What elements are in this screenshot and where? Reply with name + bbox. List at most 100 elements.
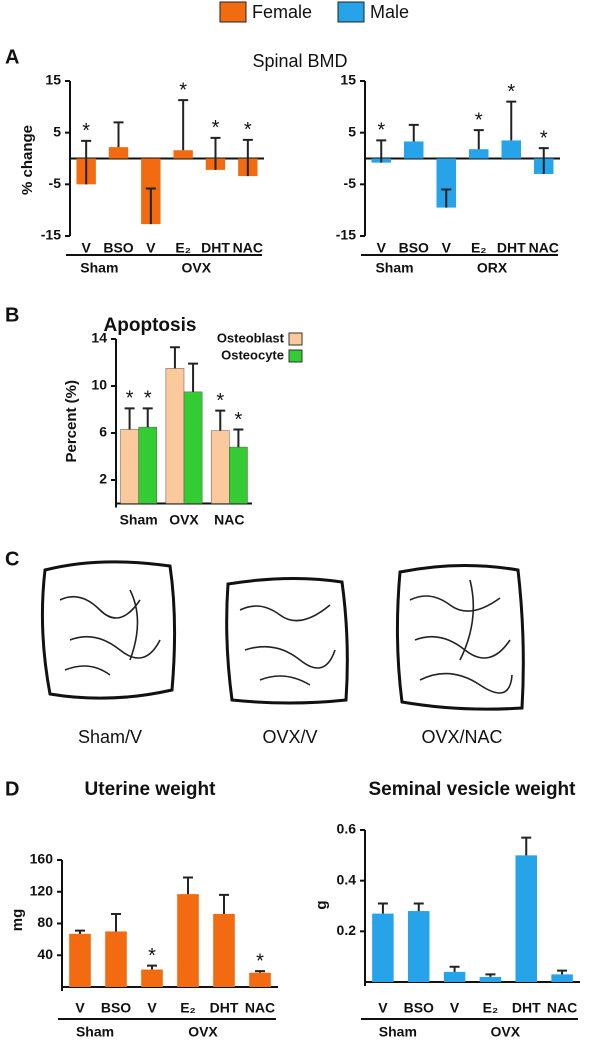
error-bar — [210, 136, 221, 170]
significance-marker: * — [507, 81, 515, 103]
y-tick-label: 40 — [37, 946, 53, 962]
x-tick-label: V — [442, 240, 452, 256]
bar — [108, 147, 129, 159]
y-tick-label: 120 — [30, 882, 54, 898]
error-bar — [538, 147, 549, 174]
x-tick-label: E₂ — [483, 1000, 499, 1016]
error-bar — [485, 973, 496, 977]
x-tick-label: BSO — [404, 1000, 434, 1016]
legend-swatch — [219, 1, 247, 23]
y-tick-label: 5 — [348, 123, 356, 139]
y-axis-label: mg — [9, 909, 26, 932]
panel-label: C — [5, 548, 19, 570]
significance-marker: * — [144, 388, 152, 410]
x-tick-label: Sham — [120, 512, 158, 528]
bar — [249, 972, 271, 987]
bar — [479, 976, 502, 982]
x-tick-label: V — [450, 1000, 460, 1016]
chart-title: Apoptosis — [104, 315, 197, 336]
significance-marker: * — [179, 79, 187, 101]
chart-title: Seminal vesicle weight — [369, 779, 577, 800]
x-tick-label: DHT — [201, 240, 230, 256]
bar — [515, 855, 537, 982]
bar — [210, 430, 230, 504]
legend-label: Osteoblast — [217, 330, 285, 345]
bar — [551, 974, 573, 982]
significance-marker: * — [475, 109, 483, 131]
bar — [408, 911, 430, 982]
y-tick-label: -5 — [49, 175, 62, 191]
error-bar — [178, 99, 189, 151]
error-bar — [377, 902, 388, 914]
significance-marker: * — [126, 388, 134, 410]
y-tick-label: 15 — [340, 72, 356, 88]
bar — [501, 140, 521, 159]
x-tick-label: V — [378, 1000, 388, 1016]
bar — [436, 158, 456, 208]
y-tick-label: 5 — [53, 123, 61, 139]
x-tick-label: E₂ — [180, 1000, 196, 1016]
legend-label: Male — [370, 2, 409, 22]
error-bar — [215, 409, 226, 431]
group-label: Sham — [375, 260, 413, 276]
micrograph-label: OVX/V — [262, 727, 317, 747]
chart-title: Uterine weight — [85, 779, 217, 800]
error-bar — [169, 346, 180, 369]
y-tick-label: 6 — [99, 424, 107, 440]
x-tick-label: NAC — [547, 1000, 577, 1016]
bar — [120, 429, 139, 504]
legend-label: Osteocyte — [221, 347, 284, 362]
panel-title: Spinal BMD — [252, 51, 347, 71]
y-tick-label: 0.4 — [337, 871, 357, 887]
bar — [105, 931, 127, 987]
error-bar — [142, 407, 153, 428]
error-bar — [124, 407, 135, 430]
error-bar — [376, 139, 387, 163]
micrograph-label: OVX/NAC — [421, 727, 502, 747]
error-bar — [242, 138, 253, 177]
bar — [165, 368, 185, 504]
bar — [138, 426, 158, 504]
group-label: Sham — [80, 260, 118, 276]
group-label: OVX — [491, 1024, 521, 1040]
y-tick-label: 160 — [30, 851, 54, 867]
x-tick-label: OVX — [169, 512, 199, 528]
legend-swatch — [288, 349, 303, 363]
error-bar — [145, 187, 156, 225]
panel-label: D — [5, 778, 19, 800]
x-tick-label: NAC — [214, 512, 244, 528]
significance-marker: * — [216, 390, 224, 412]
y-tick-label: -15 — [336, 227, 356, 243]
error-bar — [113, 121, 124, 148]
x-tick-label: BSO — [103, 240, 133, 256]
y-axis-label: g — [313, 900, 330, 909]
error-bar — [449, 965, 460, 972]
error-bar — [233, 428, 244, 448]
x-tick-label: E₂ — [471, 240, 487, 256]
significance-marker: * — [235, 409, 243, 431]
significance-marker: * — [148, 945, 156, 967]
panel-label: A — [5, 46, 19, 68]
significance-marker: * — [244, 119, 252, 141]
error-bar — [183, 876, 193, 895]
error-bar — [219, 893, 229, 914]
micrograph-trabeculae — [59, 579, 513, 694]
x-tick-label: V — [75, 1000, 85, 1016]
group-label: Sham — [379, 1024, 417, 1040]
group-label: Sham — [76, 1024, 114, 1040]
error-bar — [75, 929, 85, 934]
significance-marker: * — [377, 120, 385, 142]
bar — [69, 933, 91, 987]
bar — [469, 149, 489, 159]
x-tick-label: NAC — [245, 1000, 275, 1016]
bar — [372, 913, 394, 982]
y-tick-label: -15 — [41, 227, 61, 243]
x-tick-label: V — [81, 240, 91, 256]
x-tick-label: V — [146, 240, 156, 256]
y-axis-label: Percent (%) — [63, 380, 80, 463]
bar — [141, 969, 163, 987]
y-tick-label: 80 — [37, 914, 53, 930]
error-bar — [521, 836, 532, 856]
